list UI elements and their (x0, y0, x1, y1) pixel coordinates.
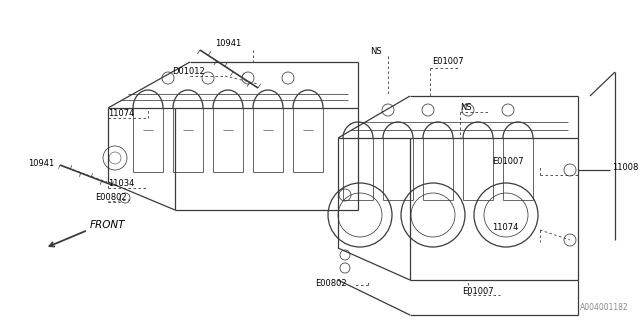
Text: 11074: 11074 (492, 223, 518, 233)
Text: 10941: 10941 (215, 38, 241, 47)
Text: E00802: E00802 (95, 194, 127, 203)
Text: NS: NS (370, 47, 381, 57)
Text: E01007: E01007 (432, 58, 463, 67)
Text: FRONT: FRONT (90, 220, 125, 230)
Text: D01012: D01012 (172, 68, 205, 76)
Text: NS: NS (460, 102, 472, 111)
Text: 10941: 10941 (28, 158, 54, 167)
Text: E00802: E00802 (315, 279, 347, 289)
Text: 11008: 11008 (612, 163, 638, 172)
Text: E01007: E01007 (462, 287, 493, 297)
Text: E01007: E01007 (492, 157, 524, 166)
Text: A004001182: A004001182 (580, 303, 628, 313)
Text: 11074: 11074 (108, 108, 134, 117)
Text: 11034: 11034 (108, 179, 134, 188)
